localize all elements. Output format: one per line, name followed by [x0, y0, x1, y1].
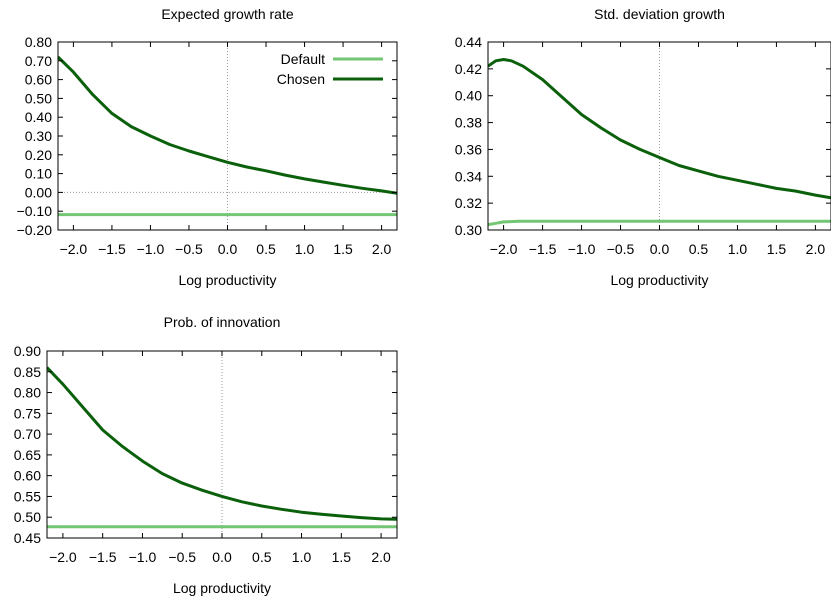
y-tick-label: 0.32	[455, 195, 482, 211]
x-tick-label: 0.5	[252, 549, 272, 565]
legend: Default Chosen	[277, 51, 383, 87]
x-tick-label: 0.0	[212, 549, 232, 565]
x-tick-label: −0.5	[175, 241, 203, 257]
y-tick-label: 0.65	[14, 447, 41, 463]
x-tick-label: 1.5	[333, 241, 353, 257]
x-tick-label: 0.0	[218, 241, 238, 257]
y-tick-label: 0.50	[14, 509, 41, 525]
x-tick-label: −1.0	[129, 549, 157, 565]
y-tick-label: 0.38	[455, 115, 482, 131]
y-tick-label: −0.20	[17, 222, 53, 238]
y-tick-label: 0.30	[25, 128, 52, 144]
y-tick-label: 0.44	[455, 34, 482, 50]
x-tick-label: −0.5	[607, 241, 635, 257]
chart-panel-1: Expected growth rate−2.0 −1.5 −1.0 −0.5 0.0 0…	[17, 6, 398, 288]
x-axis-label: Log productivity	[610, 272, 708, 288]
x-tick-label: 0.5	[689, 241, 709, 257]
x-tick-label: 0.0	[650, 241, 670, 257]
y-tick-label: −0.10	[17, 203, 53, 219]
y-tick-label: 0.34	[455, 168, 482, 184]
legend-label-chosen: Chosen	[277, 71, 325, 87]
y-tick-label: 0.45	[14, 530, 41, 546]
x-tick-label: −1.5	[98, 241, 126, 257]
y-tick-label: 0.30	[455, 222, 482, 238]
y-tick-label: 0.40	[455, 88, 482, 104]
x-tick-label: 1.5	[767, 241, 787, 257]
y-tick-label: 0.00	[25, 184, 52, 200]
y-tick-label: 0.60	[14, 468, 41, 484]
x-tick-label: 1.5	[332, 549, 352, 565]
chart-title: Std. deviation growth	[594, 6, 725, 22]
x-tick-label: 1.0	[728, 241, 748, 257]
y-tick-label: 0.85	[14, 364, 41, 380]
x-tick-label: 1.0	[292, 549, 312, 565]
x-tick-label: −1.5	[89, 549, 117, 565]
series-line-chosen	[58, 55, 397, 195]
x-tick-label: 2.0	[806, 241, 826, 257]
y-tick-label: 0.42	[455, 61, 482, 77]
y-tick-label: 0.80	[14, 385, 41, 401]
y-tick-label: 0.80	[25, 34, 52, 50]
x-tick-label: 2.0	[371, 549, 391, 565]
y-tick-label: 0.36	[455, 141, 482, 157]
chart-title: Prob. of innovation	[164, 314, 281, 330]
x-tick-label: 1.0	[295, 241, 315, 257]
legend-label-default: Default	[281, 51, 325, 67]
x-tick-label: −1.0	[568, 241, 596, 257]
y-tick-label: 0.40	[25, 109, 52, 125]
y-tick-label: 0.60	[25, 72, 52, 88]
x-tick-label: −1.0	[137, 241, 165, 257]
chart-title: Expected growth rate	[161, 6, 294, 22]
series-line-chosen	[488, 58, 831, 200]
y-tick-label: 0.50	[25, 90, 52, 106]
x-tick-label: −2.0	[49, 549, 77, 565]
x-axis-label: Log productivity	[178, 272, 276, 288]
y-tick-label: 0.55	[14, 488, 41, 504]
series-line-chosen	[47, 366, 397, 521]
series-line-default	[488, 219, 831, 227]
chart-panel-3: Prob. of innovation −2.0 −1.5 −1.0 −0.5 0.0 0.…	[14, 314, 398, 596]
x-tick-label: 2.0	[372, 241, 392, 257]
x-tick-label: −1.5	[529, 241, 557, 257]
chart-panel-2: Std. deviation growth −2.0 −1.5 −1.0 −0.5 0.0…	[455, 6, 831, 288]
x-tick-label: −0.5	[168, 549, 196, 565]
y-tick-label: 0.20	[25, 147, 52, 163]
y-tick-label: 0.70	[25, 53, 52, 69]
x-tick-label: −2.0	[490, 241, 518, 257]
y-tick-label: 0.90	[14, 343, 41, 359]
y-tick-label: 0.75	[14, 405, 41, 421]
y-tick-label: 0.10	[25, 166, 52, 182]
y-tick-label: 0.70	[14, 426, 41, 442]
x-axis-label: Log productivity	[173, 580, 271, 596]
x-tick-label: −2.0	[60, 241, 88, 257]
x-tick-label: 0.5	[256, 241, 276, 257]
